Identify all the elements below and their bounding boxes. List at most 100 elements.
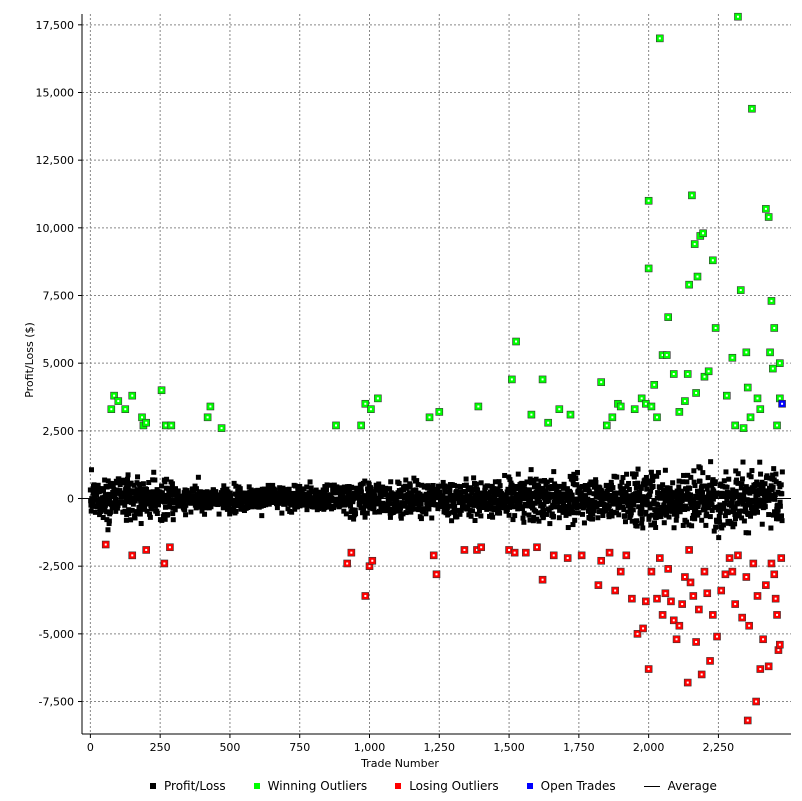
profit-loss-point bbox=[743, 506, 749, 512]
profit-loss-point bbox=[680, 522, 686, 528]
profit-loss-point bbox=[426, 506, 432, 512]
profit-loss-point bbox=[571, 510, 577, 516]
profit-loss-point bbox=[95, 482, 101, 488]
profit-loss-point bbox=[675, 499, 681, 505]
profit-loss-point bbox=[97, 512, 103, 518]
profit-loss-point bbox=[521, 519, 527, 525]
profit-loss-point bbox=[406, 493, 412, 499]
profit-loss-point bbox=[147, 514, 153, 520]
profit-loss-point bbox=[662, 507, 668, 513]
profit-loss-point bbox=[415, 482, 421, 488]
profit-loss-point bbox=[644, 499, 650, 505]
y-tick-label: -7,500 bbox=[39, 696, 74, 709]
profit-loss-point bbox=[496, 479, 502, 485]
profit-loss-point bbox=[710, 496, 716, 502]
profit-loss-point bbox=[578, 502, 584, 508]
losing-outlier-point-center bbox=[692, 594, 695, 597]
losing-outlier-point-center bbox=[695, 640, 698, 643]
profit-loss-point bbox=[524, 479, 530, 485]
profit-loss-point bbox=[521, 492, 527, 498]
profit-loss-point bbox=[551, 469, 557, 475]
profit-loss-point bbox=[227, 511, 233, 517]
profit-loss-point bbox=[346, 487, 352, 493]
profit-loss-point bbox=[565, 525, 571, 531]
profit-loss-point bbox=[572, 517, 578, 523]
profit-loss-point bbox=[716, 513, 722, 519]
profit-loss-point bbox=[270, 482, 276, 488]
profit-loss-point bbox=[122, 508, 128, 514]
profit-loss-point bbox=[186, 490, 192, 496]
profit-loss-point bbox=[98, 508, 104, 514]
profit-loss-point bbox=[625, 503, 631, 509]
profit-loss-point bbox=[320, 487, 326, 493]
profit-loss-point bbox=[700, 470, 706, 476]
profit-loss-point bbox=[639, 516, 645, 522]
losing-outlier-point-center bbox=[748, 624, 751, 627]
profit-loss-point bbox=[417, 491, 423, 497]
profit-loss-point bbox=[89, 496, 95, 502]
profit-loss-point bbox=[304, 507, 310, 513]
profit-loss-point bbox=[529, 490, 535, 496]
winning-outlier-point-center bbox=[750, 107, 753, 110]
legend-swatch-open-trades bbox=[526, 783, 533, 789]
profit-loss-point bbox=[323, 495, 329, 501]
profit-loss-point bbox=[633, 485, 639, 491]
profit-loss-point bbox=[689, 505, 695, 511]
profit-loss-point bbox=[661, 520, 667, 526]
profit-loss-point bbox=[391, 503, 397, 509]
profit-loss-point bbox=[766, 497, 772, 503]
profit-loss-point bbox=[704, 486, 710, 492]
winning-outlier-point-center bbox=[510, 378, 513, 381]
profit-loss-point bbox=[420, 493, 426, 499]
winning-outlier-point-center bbox=[770, 299, 773, 302]
profit-loss-point bbox=[556, 515, 562, 521]
profit-loss-point bbox=[767, 492, 773, 498]
profit-loss-point bbox=[671, 525, 677, 531]
profit-loss-point bbox=[274, 505, 280, 511]
profit-loss-point bbox=[309, 489, 315, 495]
profit-loss-point bbox=[526, 494, 532, 500]
profit-loss-point bbox=[757, 497, 763, 503]
profit-loss-point bbox=[322, 490, 328, 496]
profit-loss-point bbox=[682, 506, 688, 512]
losing-outlier-point-center bbox=[647, 668, 650, 671]
profit-loss-point bbox=[706, 505, 712, 511]
profit-loss-point bbox=[690, 513, 696, 519]
profit-loss-point bbox=[337, 502, 343, 508]
profit-loss-point bbox=[362, 514, 368, 520]
profit-loss-point bbox=[635, 480, 641, 486]
profit-loss-point bbox=[471, 500, 477, 506]
profit-loss-point bbox=[554, 504, 560, 510]
profit-loss-point bbox=[686, 522, 692, 528]
profit-loss-point bbox=[151, 495, 157, 501]
profit-loss-point bbox=[519, 496, 525, 502]
profit-loss-point bbox=[424, 500, 430, 506]
profit-loss-point bbox=[246, 484, 252, 490]
losing-outlier-point-center bbox=[371, 559, 374, 562]
profit-loss-point bbox=[650, 476, 656, 482]
profit-loss-point bbox=[126, 510, 132, 516]
profit-loss-point bbox=[538, 490, 544, 496]
profit-loss-point bbox=[231, 480, 237, 486]
profit-loss-point bbox=[188, 509, 194, 515]
profit-loss-point bbox=[345, 491, 351, 497]
open-trade-point-center bbox=[781, 402, 784, 405]
profit-loss-point bbox=[463, 489, 469, 495]
profit-loss-point bbox=[775, 507, 781, 513]
profit-loss-point bbox=[734, 477, 740, 483]
winning-outlier-point-center bbox=[778, 397, 781, 400]
profit-loss-point bbox=[348, 503, 354, 509]
profit-loss-point bbox=[654, 473, 660, 479]
profit-loss-point bbox=[159, 517, 165, 523]
profit-loss-point bbox=[571, 497, 577, 503]
profit-loss-point bbox=[637, 489, 643, 495]
profit-loss-point bbox=[752, 504, 758, 510]
profit-loss-point bbox=[699, 483, 705, 489]
profit-loss-point bbox=[126, 496, 132, 502]
profit-loss-point bbox=[560, 509, 566, 515]
profit-loss-point bbox=[609, 513, 615, 519]
profit-loss-point bbox=[197, 504, 203, 510]
profit-loss-point bbox=[224, 499, 230, 505]
profit-loss-point bbox=[664, 512, 670, 518]
profit-loss-point bbox=[590, 516, 596, 522]
